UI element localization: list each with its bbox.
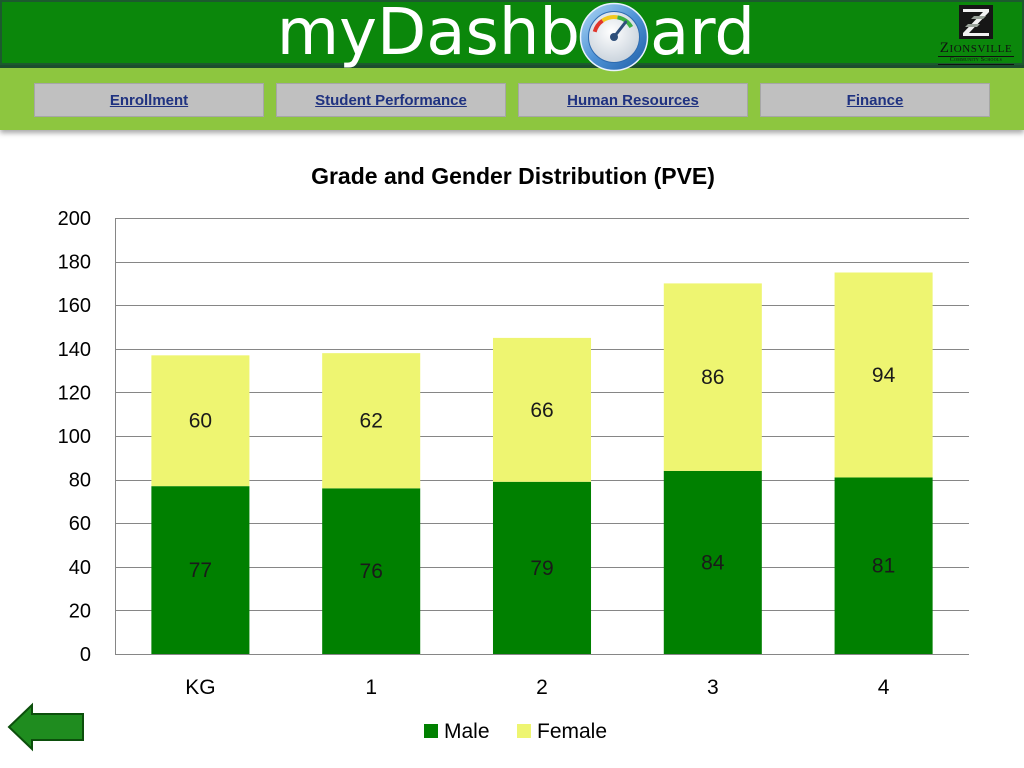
y-tick-label: 140 xyxy=(58,339,91,361)
nav-finance-label: Finance xyxy=(846,91,904,109)
data-label-male-2: 79 xyxy=(530,557,553,580)
y-tick-label: 40 xyxy=(69,557,91,579)
bar-female-4 xyxy=(834,272,933,478)
bar-female-3 xyxy=(663,283,762,471)
legend-swatch-male xyxy=(424,724,438,738)
nav-human-resources-button[interactable]: Human Resources xyxy=(518,83,748,117)
y-tick-label: 120 xyxy=(58,382,91,404)
logo-divider xyxy=(938,64,1014,65)
nav-human-resources-label: Human Resources xyxy=(567,91,699,109)
bar-female-1 xyxy=(322,353,421,489)
chart-title: Grade and Gender Distribution (PVE) xyxy=(311,163,715,189)
data-label-male-4: 81 xyxy=(872,555,895,578)
nav-student-performance-button[interactable]: Student Performance xyxy=(276,83,506,117)
x-tick-label: 2 xyxy=(536,676,548,699)
x-tick-label: 4 xyxy=(878,676,890,699)
gauge-icon xyxy=(579,2,649,72)
legend-swatch-female xyxy=(517,724,531,738)
logo-divider xyxy=(938,56,1014,57)
bar-male-kg xyxy=(151,486,250,654)
back-button[interactable] xyxy=(6,702,88,752)
x-tick-label: KG xyxy=(185,676,215,699)
app-title-right: ard xyxy=(650,0,756,70)
app-title-left: myDashb xyxy=(276,0,580,70)
shield-emblem-icon xyxy=(959,5,993,39)
nav-enrollment-label: Enrollment xyxy=(109,91,189,109)
y-tick-label: 0 xyxy=(80,644,91,666)
data-label-male-1: 76 xyxy=(360,560,383,583)
nav-bar: Enrollment Student Performance Human Res… xyxy=(0,68,1024,130)
data-label-male-kg: 77 xyxy=(189,559,212,582)
legend: Male Female xyxy=(424,720,607,743)
bar-male-2 xyxy=(492,481,592,654)
data-label-female-3: 86 xyxy=(701,366,724,389)
bar-male-1 xyxy=(322,488,421,654)
data-label-female-4: 94 xyxy=(872,364,896,387)
y-tick-label: 80 xyxy=(69,470,91,492)
data-label-male-3: 84 xyxy=(701,551,725,574)
bar-male-4 xyxy=(834,477,933,654)
nav-enrollment-button[interactable]: Enrollment xyxy=(34,83,264,117)
y-tick-label: 180 xyxy=(58,252,91,274)
x-tick-label: 3 xyxy=(707,676,719,699)
bar-male-3 xyxy=(663,470,762,654)
nav-finance-button[interactable]: Finance xyxy=(760,83,990,117)
legend-label-female: Female xyxy=(537,720,607,743)
y-tick-label: 160 xyxy=(58,295,91,317)
x-tick-label: 1 xyxy=(365,676,377,699)
bar-female-kg xyxy=(151,355,250,487)
header-bar: myDashb ard Zionsville C xyxy=(0,0,1024,72)
logo-subtitle: Community Schools xyxy=(949,57,1003,63)
zionsville-logo: Zionsville Community Schools xyxy=(932,3,1020,65)
y-tick-label: 200 xyxy=(58,208,91,230)
nav-student-performance-label: Student Performance xyxy=(315,91,467,109)
y-tick-label: 60 xyxy=(69,513,91,535)
logo-name: Zionsville xyxy=(939,40,1013,56)
back-arrow-icon[interactable] xyxy=(6,702,88,752)
data-label-female-2: 66 xyxy=(530,399,553,422)
data-label-female-1: 62 xyxy=(360,410,383,433)
y-tick-label: 100 xyxy=(58,426,91,448)
stacked-bar-chart: Grade and Gender Distribution (PVE) 0 20 40… xyxy=(58,163,969,743)
bar-female-2 xyxy=(492,337,592,482)
legend-label-male: Male xyxy=(444,720,490,743)
y-tick-label: 20 xyxy=(69,600,91,622)
data-label-female-kg: 60 xyxy=(189,410,212,433)
